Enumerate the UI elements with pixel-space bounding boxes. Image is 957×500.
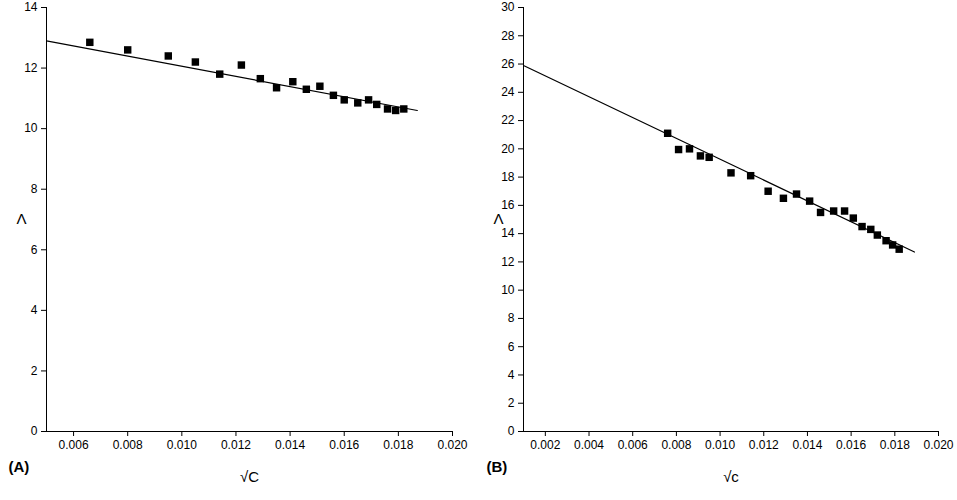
svg-text:0.012: 0.012	[749, 438, 779, 452]
svg-text:Λ: Λ	[17, 210, 27, 227]
svg-text:16: 16	[501, 198, 515, 213]
svg-text:0.020: 0.020	[923, 438, 953, 452]
svg-text:6: 6	[31, 243, 38, 257]
svg-text:0.016: 0.016	[836, 438, 866, 452]
svg-text:12: 12	[24, 61, 38, 75]
svg-text:0.012: 0.012	[221, 438, 251, 452]
svg-text:12: 12	[501, 255, 515, 269]
svg-text:8: 8	[31, 182, 38, 196]
svg-text:24: 24	[501, 85, 515, 99]
svg-text:√C: √C	[240, 468, 259, 485]
svg-text:20: 20	[501, 142, 515, 156]
svg-text:0.010: 0.010	[705, 438, 735, 452]
svg-text:22: 22	[501, 113, 515, 127]
svg-text:0.018: 0.018	[383, 438, 413, 452]
svg-text:0.010: 0.010	[167, 438, 197, 452]
svg-text:26: 26	[501, 57, 515, 71]
svg-text:0.016: 0.016	[329, 438, 359, 452]
svg-text:(A): (A)	[9, 458, 30, 475]
svg-text:2: 2	[508, 396, 515, 410]
svg-text:0.018: 0.018	[880, 438, 910, 452]
svg-text:10: 10	[501, 283, 515, 297]
svg-text:8: 8	[508, 311, 515, 325]
svg-text:18: 18	[501, 170, 515, 184]
svg-text:28: 28	[501, 29, 515, 43]
svg-text:0.008: 0.008	[661, 438, 691, 452]
svg-text:√c: √c	[723, 468, 739, 485]
svg-text:10: 10	[24, 121, 38, 135]
svg-text:2: 2	[31, 364, 38, 378]
svg-text:14: 14	[501, 226, 515, 240]
svg-text:0.014: 0.014	[792, 438, 822, 452]
svg-text:14: 14	[24, 0, 38, 14]
svg-text:30: 30	[501, 0, 515, 14]
svg-text:4: 4	[31, 303, 38, 317]
svg-text:6: 6	[508, 340, 515, 354]
svg-text:4: 4	[508, 368, 515, 382]
svg-text:(B): (B)	[487, 458, 508, 475]
svg-text:0: 0	[31, 424, 38, 438]
svg-text:0.006: 0.006	[59, 438, 89, 452]
svg-text:0.008: 0.008	[113, 438, 143, 452]
svg-text:0.014: 0.014	[275, 438, 305, 452]
svg-text:0.002: 0.002	[530, 438, 560, 452]
svg-text:0.006: 0.006	[618, 438, 648, 452]
svg-text:0.020: 0.020	[437, 438, 467, 452]
svg-text:Λ: Λ	[494, 210, 504, 227]
svg-text:0: 0	[508, 424, 515, 438]
svg-text:0.004: 0.004	[574, 438, 604, 452]
